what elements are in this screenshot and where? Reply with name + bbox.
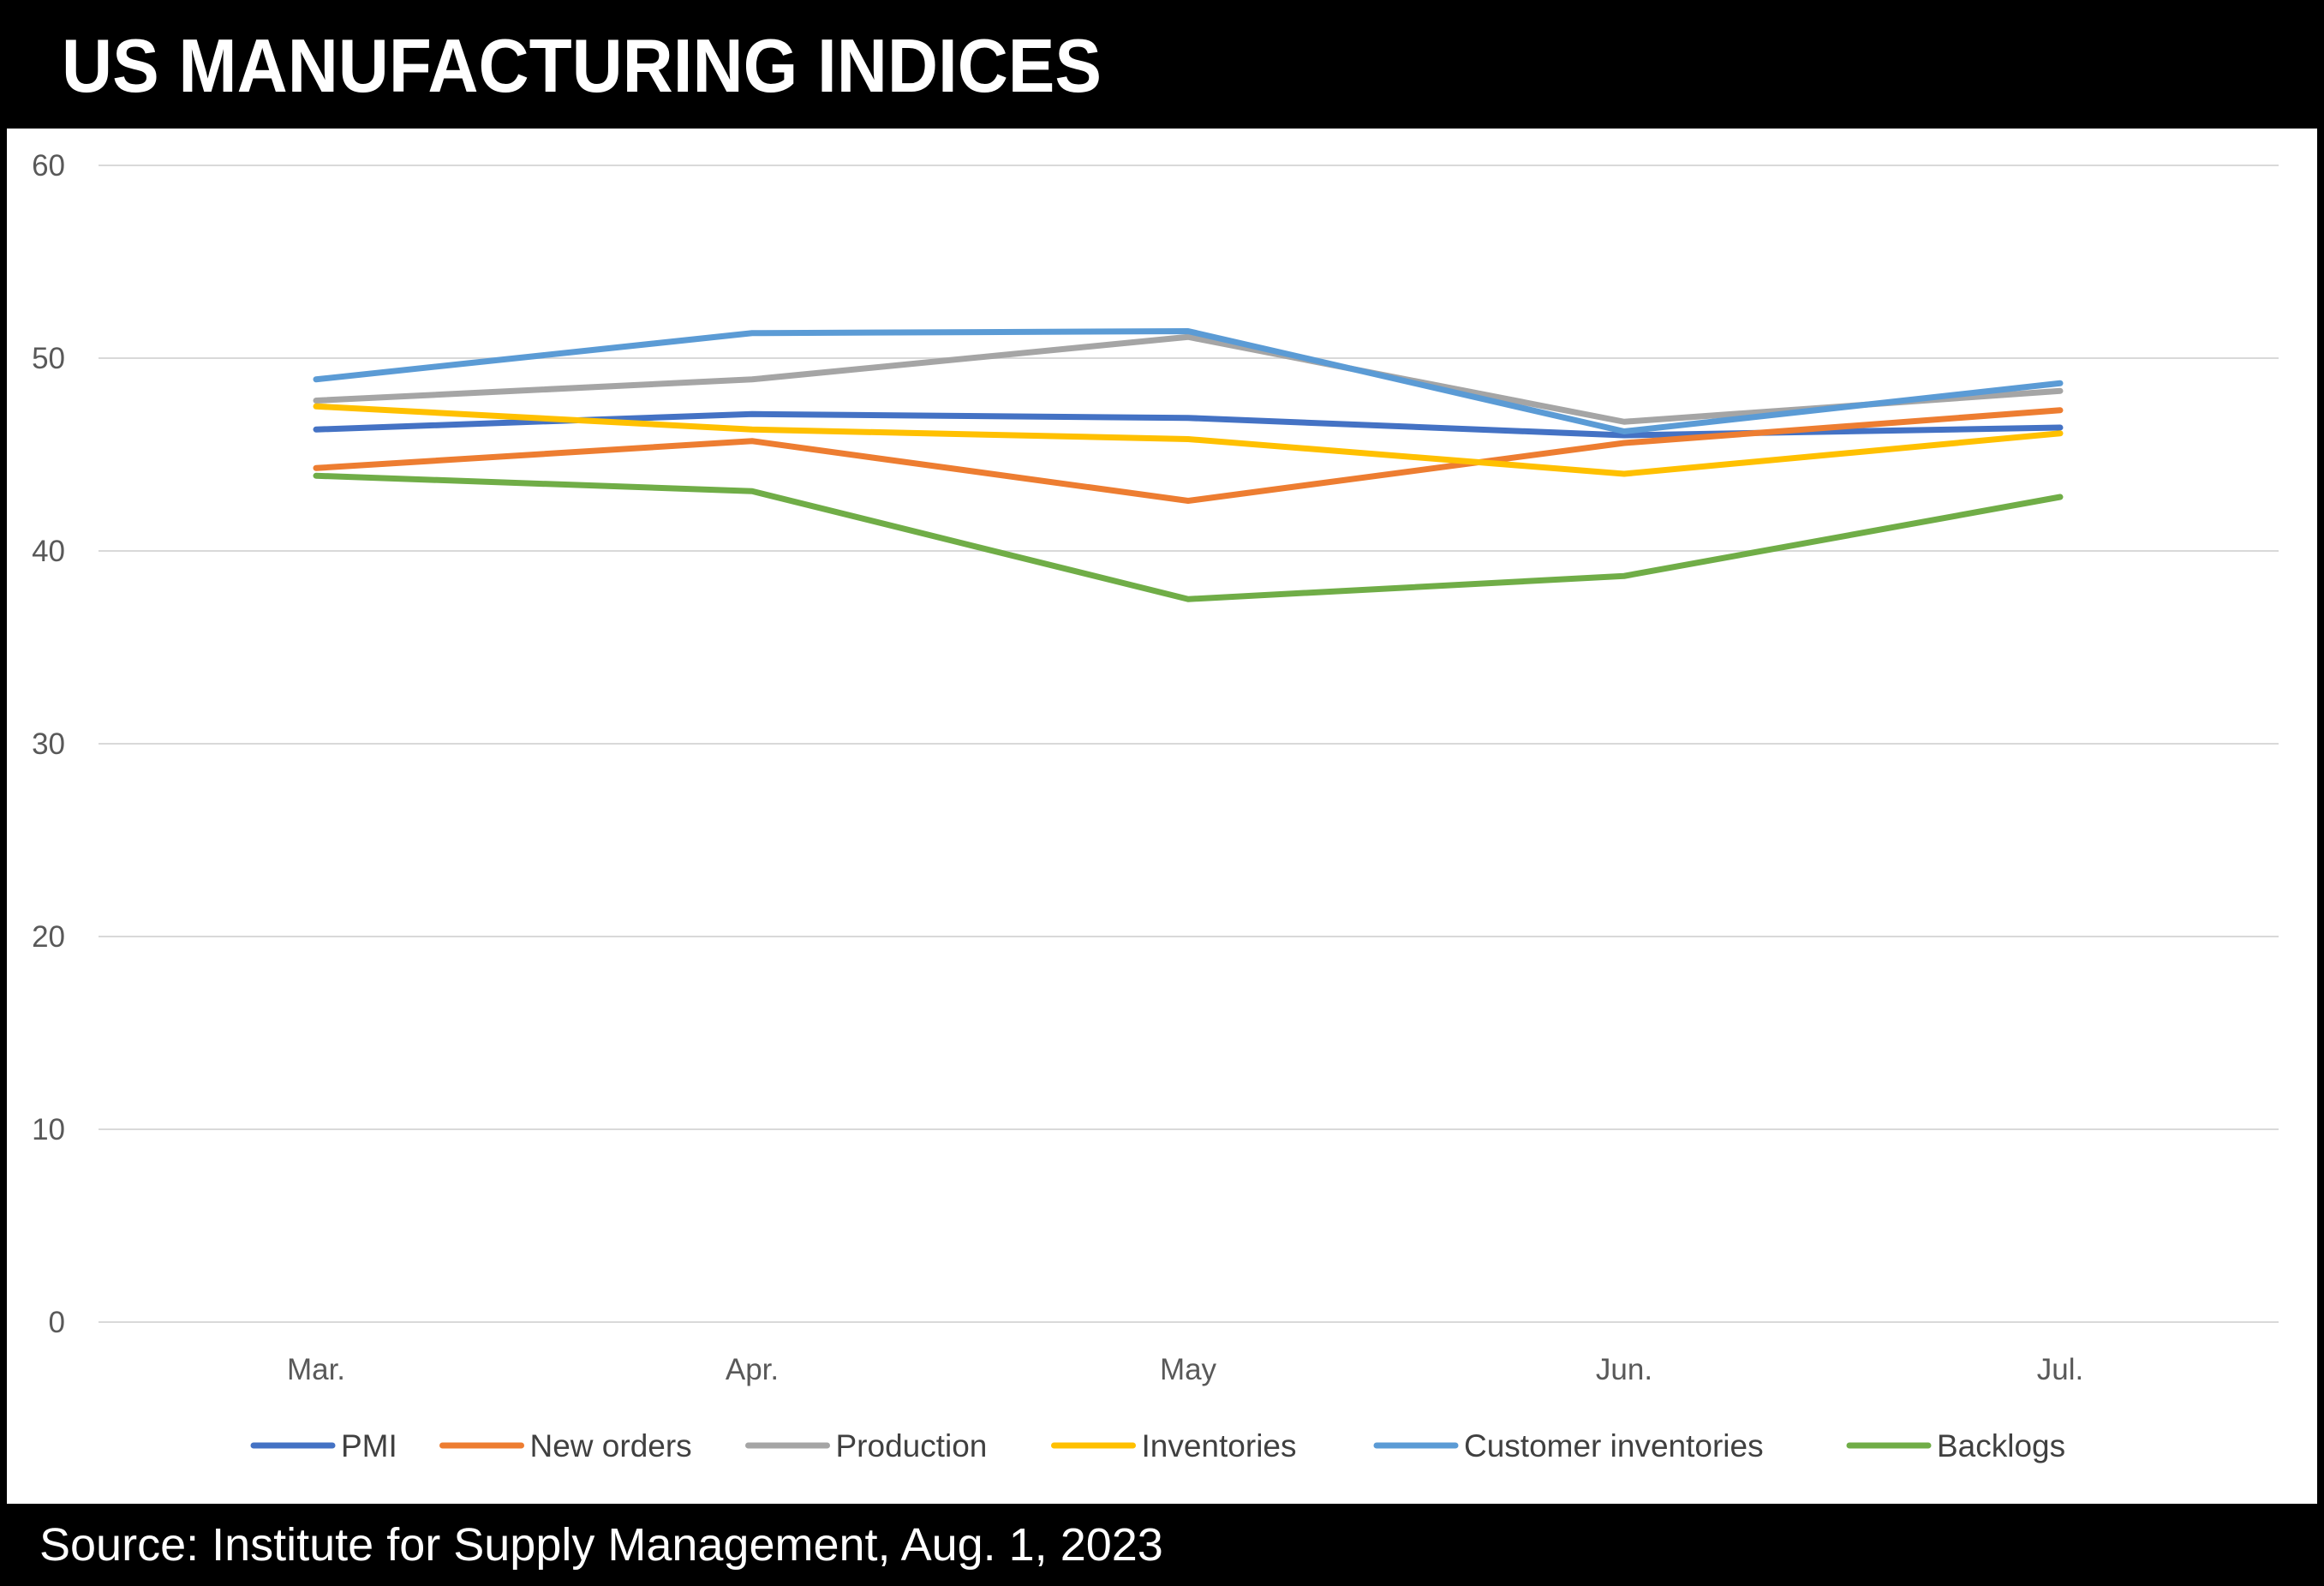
y-tick-label-40: 40: [32, 535, 65, 568]
series-line-inventories: [313, 403, 2064, 477]
legend-item-production: Production: [745, 1428, 988, 1463]
gridlines: [99, 165, 2279, 1323]
legend-item-new-orders: New orders: [439, 1428, 692, 1463]
x-tick-label-1: Apr.: [726, 1353, 779, 1386]
chart-title: US MANUFACTURING INDICES: [62, 23, 1102, 108]
legend-item-pmi: PMI: [250, 1428, 397, 1463]
series-line-customer-inventories: [313, 328, 2064, 434]
y-tick-label-10: 10: [32, 1113, 65, 1146]
legend-label-production: Production: [836, 1428, 988, 1463]
source-note: Source: Institute for Supply Management,…: [39, 1519, 1163, 1571]
y-tick-label-50: 50: [32, 342, 65, 375]
x-axis-tick-labels: Mar. Apr. May Jun. Jul.: [287, 1353, 2083, 1386]
x-tick-label-0: Mar.: [287, 1353, 345, 1386]
y-tick-label-0: 0: [49, 1306, 65, 1339]
legend-label-backlogs: Backlogs: [1937, 1428, 2065, 1463]
legend-item-inventories: Inventories: [1051, 1428, 1297, 1463]
legend-label-pmi: PMI: [341, 1428, 397, 1463]
legend-item-customer-inventories: Customer inventories: [1373, 1428, 1764, 1463]
x-tick-label-4: Jul.: [2037, 1353, 2083, 1386]
series-lines: [313, 328, 2064, 602]
legend: PMI New orders Production Inventories Custom…: [250, 1428, 2065, 1463]
legend-label-inventories: Inventories: [1142, 1428, 1297, 1463]
series-line-backlogs: [313, 472, 2064, 602]
x-tick-label-3: Jun.: [1596, 1353, 1652, 1386]
y-tick-label-60: 60: [32, 149, 65, 183]
title-bar: US MANUFACTURING INDICES: [0, 0, 2324, 129]
legend-label-new-orders: New orders: [530, 1428, 692, 1463]
x-tick-label-2: May: [1160, 1353, 1217, 1386]
legend-item-backlogs: Backlogs: [1846, 1428, 2065, 1463]
series-line-new-orders: [313, 407, 2064, 504]
line-chart: 0 10 20 30 40 50 60 Mar. Apr. May Jun. Jul. PMI New…: [32, 149, 2279, 1463]
legend-label-customer-inventories: Customer inventories: [1464, 1428, 1764, 1463]
y-axis-tick-labels: 0 10 20 30 40 50 60: [32, 149, 65, 1339]
y-tick-label-30: 30: [32, 727, 65, 761]
y-tick-label-20: 20: [32, 920, 65, 954]
source-bar: Source: Institute for Supply Management,…: [0, 1504, 2324, 1586]
series-line-production: [313, 333, 2064, 425]
